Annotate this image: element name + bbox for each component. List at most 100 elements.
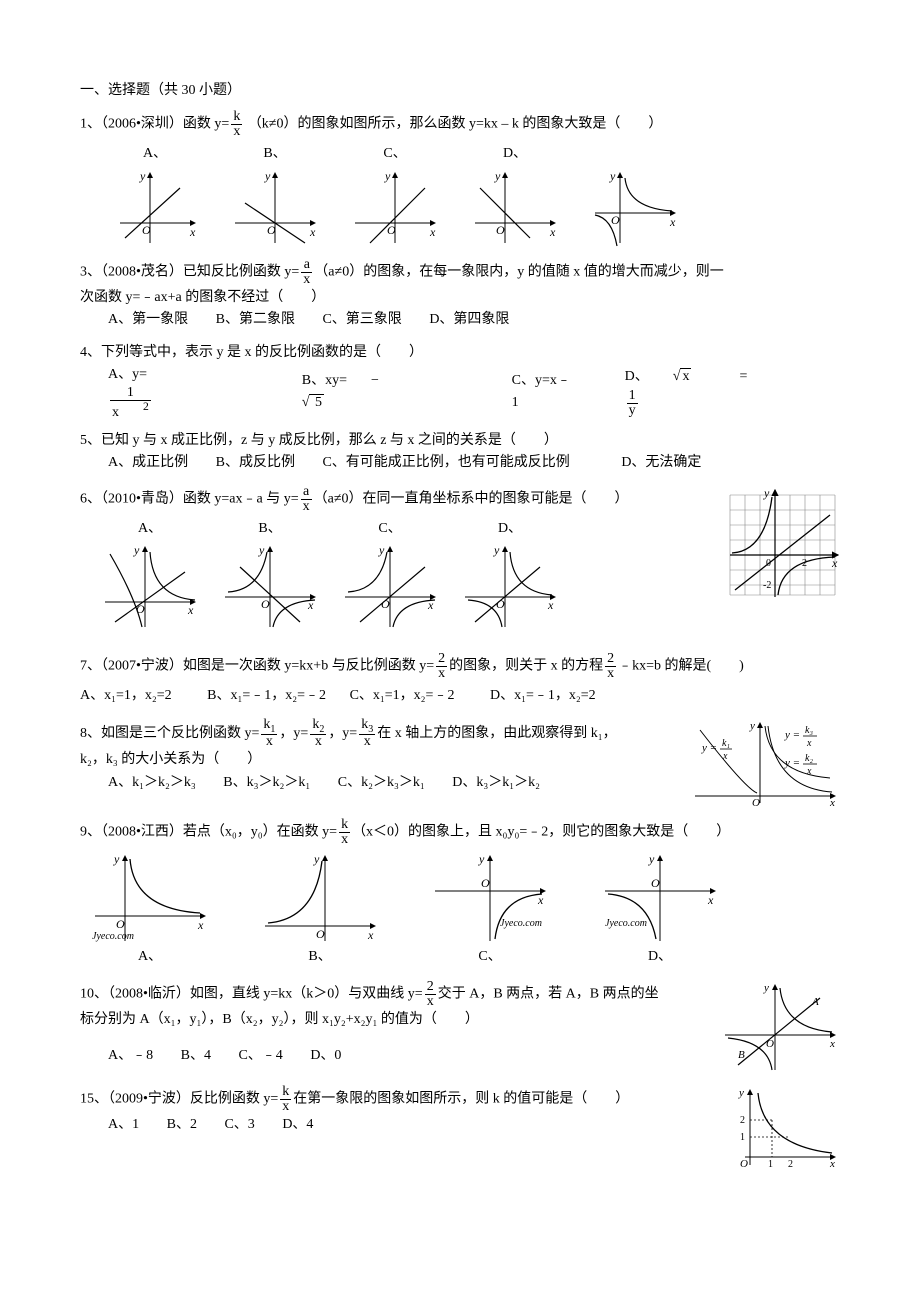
q10-optA: A、﹣8 xyxy=(108,1048,153,1063)
svg-text:x: x xyxy=(197,918,204,932)
q15-stem-a: 15、（2009•宁波）反比例函数 y= xyxy=(80,1092,278,1107)
q6-graphs: A、 O x y B、 xyxy=(100,518,708,632)
svg-text:Jyeco.com: Jyeco.com xyxy=(500,918,542,929)
q3-den: x xyxy=(301,273,312,287)
svg-text:y: y xyxy=(494,169,501,183)
q9-graph-d: O x y Jyeco.com xyxy=(600,851,720,946)
q6-optB-label: B、 xyxy=(220,518,320,540)
svg-text:x: x xyxy=(549,225,556,239)
svg-text:y: y xyxy=(763,486,770,500)
q10-optD: D、0 xyxy=(310,1048,341,1063)
q6-graph-a: O x y xyxy=(100,542,200,632)
q1-frac-num: k xyxy=(231,110,242,125)
q9-stem-a: 9、（2008•江西）若点（x₀，y₀）在函数 y= xyxy=(80,824,337,839)
svg-text:2: 2 xyxy=(788,1159,793,1170)
q9-den: x xyxy=(339,833,350,847)
svg-text:O: O xyxy=(267,223,276,237)
q15-figure: O x y 2 1 1 2 xyxy=(730,1085,840,1170)
q7-stem-c: ﹣kx=b 的解是( ) xyxy=(618,659,744,674)
q9-stem-b: （x＜0）的图象上，且 x₀y₀=﹣2，则它的图象大致是（ ） xyxy=(352,824,730,839)
q10-stem-b: 交于 A，B 两点，若 A，B 两点的坐 xyxy=(438,987,659,1002)
svg-text:y =: y = xyxy=(701,742,717,754)
svg-text:O: O xyxy=(651,876,660,890)
q6-graph-b: O x y xyxy=(220,542,320,632)
q3-optA: A、第一象限 xyxy=(108,312,188,327)
q15-num: k xyxy=(280,1085,291,1100)
q3-optC: C、第三象限 xyxy=(322,312,401,327)
q8-optC: C、k₂＞k₃＞k₁ xyxy=(338,775,425,790)
q10-num: 2 xyxy=(425,980,436,995)
q5-optD: D、无法确定 xyxy=(621,455,701,470)
section-title: 一、选择题（共 30 小题） xyxy=(80,83,241,98)
q6-graph-d: O x y xyxy=(460,542,560,632)
q10-optC: C、﹣4 xyxy=(238,1048,282,1063)
q5-optA: A、成正比例 xyxy=(108,455,188,470)
svg-text:x: x xyxy=(187,603,194,617)
q4-optB: B、xy=− 5 xyxy=(302,370,460,415)
question-10: 10、（2008•临沂）如图，直线 y=kx（k＞0）与双曲线 y=2x交于 A… xyxy=(80,980,840,1075)
svg-text:x: x xyxy=(669,215,676,229)
q4-optC: C、y=x﹣1 xyxy=(512,370,573,415)
q6-optC-label: C、 xyxy=(340,518,440,540)
svg-text:y: y xyxy=(258,543,265,557)
question-9: 9、（2008•江西）若点（x₀，y₀）在函数 y=kx（x＜0）的图象上，且 … xyxy=(80,818,840,970)
svg-text:y: y xyxy=(738,1087,744,1099)
q3-optB: B、第二象限 xyxy=(216,312,295,327)
svg-text:Jyeco.com: Jyeco.com xyxy=(605,918,647,929)
q8-optB: B、k₃＞k₂＞k₁ xyxy=(223,775,310,790)
q9-optB-label: B、 xyxy=(260,946,380,968)
question-6: 6、（2010•青岛）函数 y=ax﹣a 与 y=ax（a≠0）在同一直角坐标系… xyxy=(80,485,840,642)
q10-figure: O x y A B xyxy=(720,980,840,1075)
q1-stem-a: 1、（2006•深圳）函数 xyxy=(80,117,214,132)
q8-optA: A、k₁＞k₂＞k₃ xyxy=(108,775,196,790)
q1-stem-b: （k≠0）的图象如图所示，那么函数 y=kx – k 的图象大致是（ ） xyxy=(248,117,663,132)
svg-text:y: y xyxy=(609,169,616,183)
svg-text:O: O xyxy=(261,597,270,611)
q4-optD: D、x=1y xyxy=(625,366,816,417)
q4-options: A、y=1x2 B、xy=− 5 C、y=x﹣1 D、x=1y xyxy=(108,364,840,420)
q15-stem-b: 在第一象限的图象如图所示，则 k 的值可能是（ ） xyxy=(293,1092,629,1107)
q4-optA: A、y=1x2 xyxy=(108,364,250,420)
q7-den2: x xyxy=(605,667,616,681)
q15-stem: 15、（2009•宁波）反比例函数 y=kx在第一象限的图象如图所示，则 k 的… xyxy=(80,1085,718,1114)
svg-text:O: O xyxy=(142,223,151,237)
q1-graph-b: O x y xyxy=(230,168,320,248)
q1-graph-a: O x y xyxy=(110,168,200,248)
svg-text:y: y xyxy=(139,169,146,183)
svg-text:k₁: k₁ xyxy=(722,738,730,749)
svg-text:1: 1 xyxy=(740,1132,745,1143)
svg-text:O: O xyxy=(496,223,505,237)
q7-stem-b: 的图象，则关于 x 的方程 xyxy=(449,659,603,674)
q7-options: A、x₁=1，x₂=2 B、x₁=﹣1，x₂=﹣2 C、x₁=1，x₂=﹣2 D… xyxy=(80,685,840,707)
svg-text:O: O xyxy=(481,876,490,890)
svg-text:y =: y = xyxy=(784,757,800,769)
q7-optB: B、x₁=﹣1，x₂=﹣2 xyxy=(207,688,326,703)
q15-den: x xyxy=(280,1100,291,1114)
q7-num2: 2 xyxy=(605,652,616,667)
svg-text:x: x xyxy=(831,556,838,570)
q7-num: 2 xyxy=(436,652,447,667)
q1-optD-label: D、 xyxy=(470,143,560,165)
svg-text:O: O xyxy=(752,797,760,808)
q9-optD-label: D、 xyxy=(600,946,720,968)
svg-text:O: O xyxy=(496,597,505,611)
svg-text:x: x xyxy=(367,928,374,942)
q8-figure: O x y y = k₁x y = k₃x y = k₂x xyxy=(690,718,840,808)
q3-num: a xyxy=(301,258,312,273)
q8-options: A、k₁＞k₂＞k₃ B、k₃＞k₂＞k₁ C、k₂＞k₃＞k₁ D、k₃＞k₁… xyxy=(108,772,678,794)
svg-text:y: y xyxy=(478,852,485,866)
svg-text:x: x xyxy=(806,738,812,749)
q7-optD: D、x₁=﹣1，x₂=2 xyxy=(490,688,596,703)
q3-optD: D、第四象限 xyxy=(429,312,509,327)
q6-num: a xyxy=(301,485,312,500)
q7-stem-a: 7、（2007•宁波）如图是一次函数 y=kx+b 与反比例函数 y= xyxy=(80,659,434,674)
svg-text:y =: y = xyxy=(784,729,800,741)
q1-graph-c: O x y xyxy=(350,168,440,248)
q9-optC-label: C、 xyxy=(430,946,550,968)
q15-optA: A、1 xyxy=(108,1117,139,1132)
q9-optA-label: A、 xyxy=(90,946,210,968)
q9-graphs: O x y Jyeco.com A、 O x y B、 O xyxy=(90,851,840,970)
svg-text:-2: -2 xyxy=(763,580,771,591)
q9-stem: 9、（2008•江西）若点（x₀，y₀）在函数 y=kx（x＜0）的图象上，且 … xyxy=(80,818,840,847)
q5-optB: B、成反比例 xyxy=(216,455,295,470)
